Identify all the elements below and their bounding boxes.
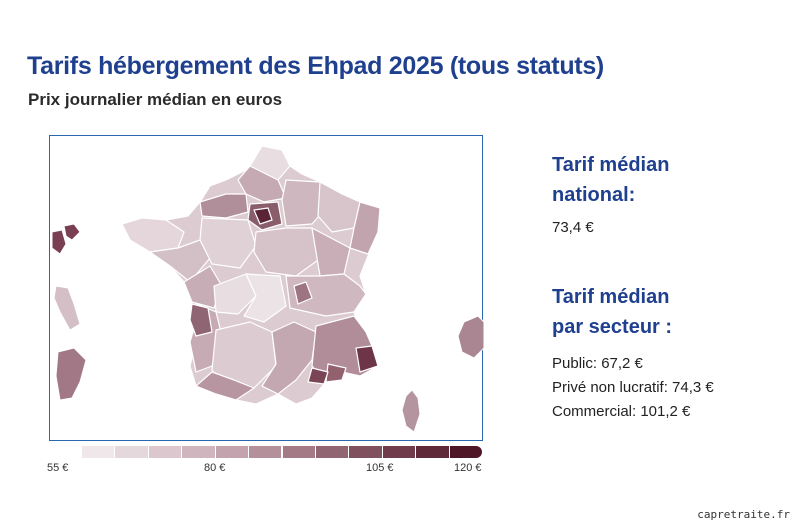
martinique: [53, 285, 81, 331]
legend-swatch: [416, 446, 449, 458]
reunion: [457, 315, 484, 359]
region-normandie: [199, 193, 249, 219]
legend-swatch: [315, 446, 349, 458]
legend-label-120: 120 €: [454, 462, 482, 474]
sector-row-commercial: Commercial: 101,2 €: [552, 403, 691, 420]
france-map: [51, 145, 484, 433]
paris-core: [253, 207, 273, 225]
region-alsace: [349, 201, 381, 255]
legend-swatch: [215, 446, 249, 458]
guyane: [55, 347, 87, 401]
sector-heading-line1: Tarif médian: [552, 286, 670, 308]
region-centre: [199, 217, 257, 269]
guadeloupe-east: [63, 223, 81, 241]
legend-swatch: [182, 446, 215, 458]
region-auvergne: [243, 273, 287, 323]
region-rhone: [293, 281, 313, 305]
region-bourgogne: [253, 227, 319, 277]
sector-row-prive-non-lucratif: Privé non lucratif: 74,3 €: [552, 379, 714, 396]
legend-label-105: 105 €: [366, 462, 394, 474]
region-bretagne: [121, 217, 185, 253]
region-limousin: [213, 273, 257, 315]
region-picardie: [237, 165, 287, 203]
region-bouches-du-rhone: [307, 367, 329, 385]
legend-swatch: [249, 446, 282, 458]
legend-swatch: [282, 446, 315, 458]
region-alpes-maritimes: [355, 345, 379, 373]
legend-swatch: [82, 446, 115, 458]
guadeloupe: [51, 229, 67, 255]
national-heading-line1: Tarif médian: [552, 154, 670, 176]
region-languedoc: [261, 321, 317, 395]
corsica: [401, 389, 421, 433]
site-credit: capretraite.fr: [697, 508, 790, 521]
sector-heading-line2: par secteur :: [552, 316, 673, 338]
national-value: 73,4 €: [552, 219, 594, 236]
legend-swatch: [148, 446, 182, 458]
sector-row-public: Public: 67,2 €: [552, 355, 643, 372]
chart-subtitle: Prix journalier médian en euros: [28, 90, 283, 109]
map-frame: [49, 135, 484, 441]
legend-swatch: [382, 446, 416, 458]
legend-label-80: 80 €: [204, 462, 226, 474]
legend-swatch: [115, 446, 148, 458]
region-pyrenees: [195, 371, 255, 401]
color-legend: [82, 446, 483, 458]
chart-title: Tarifs hébergement des Ehpad 2025 (tous …: [27, 52, 604, 80]
region-gironde: [189, 303, 213, 337]
national-heading-line2: national:: [552, 184, 636, 206]
legend-swatch: [349, 446, 382, 458]
legend-label-55: 55 €: [47, 462, 69, 474]
legend-swatch: [449, 446, 482, 458]
